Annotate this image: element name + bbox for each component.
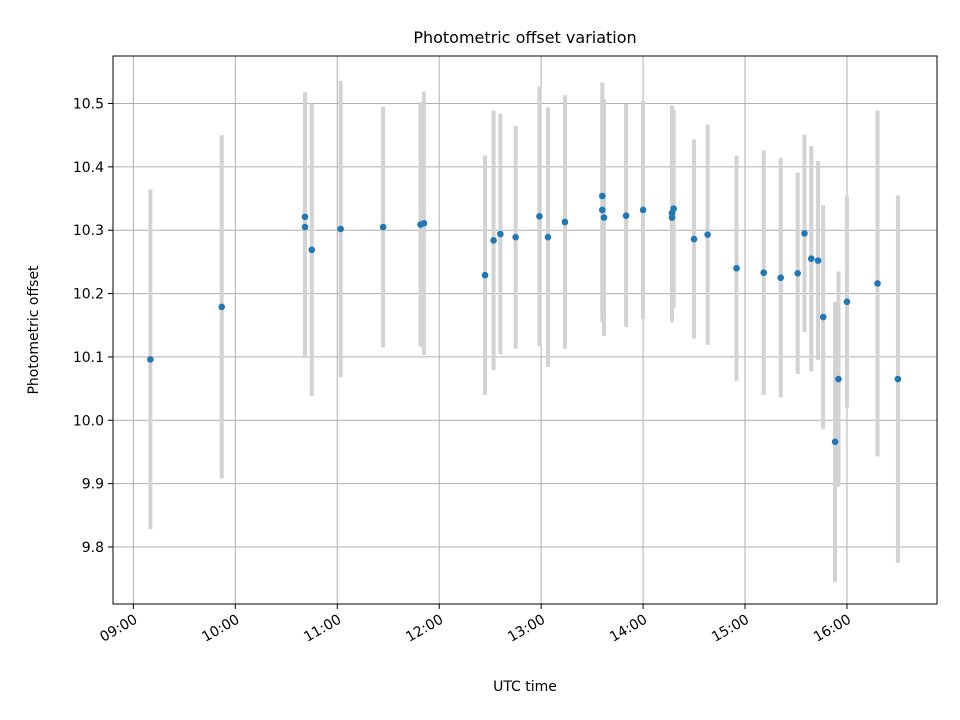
data-point (843, 298, 851, 306)
data-point (690, 235, 698, 243)
data-point (777, 274, 784, 282)
data-point (420, 219, 428, 227)
y-tick-label: 10.2 (73, 287, 104, 303)
x-axis-label: UTC time (493, 679, 557, 695)
data-point (814, 257, 822, 264)
data-point (801, 230, 808, 237)
data-point (794, 269, 801, 277)
data-point (760, 269, 768, 276)
data-point (599, 206, 606, 214)
data-points (147, 192, 902, 446)
data-point (874, 280, 881, 287)
data-point (218, 303, 226, 311)
chart-title: Photometric offset variation (413, 28, 636, 47)
data-point (544, 233, 552, 241)
data-point (733, 264, 740, 272)
data-point (807, 255, 815, 263)
data-point (668, 214, 676, 221)
data-point (600, 214, 608, 221)
data-point (819, 313, 827, 321)
data-point (301, 213, 309, 221)
data-point (599, 192, 606, 200)
data-point (670, 205, 677, 212)
y-tick-label: 9.8 (82, 540, 104, 556)
y-axis: 9.8 9.9 10.0 10.1 10.2 10.3 10.4 10.5 (73, 97, 113, 556)
y-tick-label: 10.3 (73, 223, 104, 239)
data-point (894, 375, 902, 383)
data-point (639, 206, 647, 214)
data-point (497, 230, 504, 238)
y-tick-label: 9.9 (82, 477, 104, 493)
data-point (512, 233, 519, 241)
data-point (835, 375, 842, 383)
data-point (337, 225, 344, 233)
data-point (301, 223, 309, 231)
y-axis-label: Photometric offset (26, 265, 42, 395)
y-tick-label: 10.1 (73, 350, 104, 366)
data-point (481, 271, 489, 279)
data-point (308, 246, 316, 254)
y-tick-label: 10.4 (73, 160, 104, 176)
data-point (490, 237, 497, 244)
data-point (831, 438, 839, 446)
data-point (704, 231, 711, 238)
y-tick-label: 10.0 (73, 413, 104, 429)
data-point (379, 223, 387, 231)
data-point (561, 218, 569, 226)
data-point (147, 356, 154, 363)
data-point (536, 212, 543, 220)
plot-frame (112, 55, 938, 605)
y-tick-label: 10.5 (73, 97, 104, 113)
data-point (622, 212, 630, 219)
